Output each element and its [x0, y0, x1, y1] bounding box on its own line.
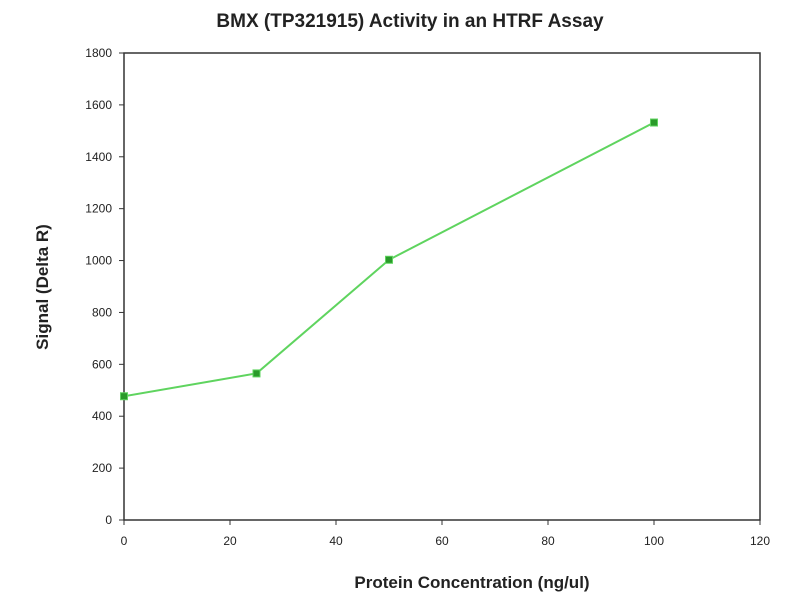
x-tick-label: 20	[223, 534, 237, 548]
plot-area	[123, 52, 761, 521]
y-tick-label: 1000	[85, 254, 112, 268]
series-line	[123, 121, 655, 398]
y-tick-label: 1200	[85, 202, 112, 216]
y-tick-label: 800	[92, 305, 112, 319]
chart-title: BMX (TP321915) Activity in an HTRF Assay	[216, 11, 604, 32]
x-tick-label: 120	[750, 534, 770, 548]
data-point	[252, 369, 261, 378]
x-tick-label: 100	[644, 534, 664, 548]
y-tick-label: 1400	[85, 150, 112, 164]
y-tick-label: 0	[105, 513, 112, 527]
x-tick-label: 80	[541, 534, 555, 548]
y-axis-label: Signal (Delta R)	[33, 224, 52, 350]
data-point	[120, 392, 128, 401]
y-tick-label: 1800	[85, 46, 112, 60]
y-tick-label: 600	[92, 357, 112, 371]
x-tick-label: 60	[435, 534, 449, 548]
y-tick-label: 200	[92, 461, 112, 475]
x-tick-label: 0	[121, 534, 128, 548]
data-point	[385, 255, 393, 264]
y-tick-label: 1600	[85, 98, 112, 112]
y-tick-label: 400	[92, 409, 112, 423]
data-point	[650, 118, 658, 127]
x-tick-label: 40	[329, 534, 343, 548]
x-axis-label: Protein Concentration (ng/ul)	[354, 573, 589, 592]
